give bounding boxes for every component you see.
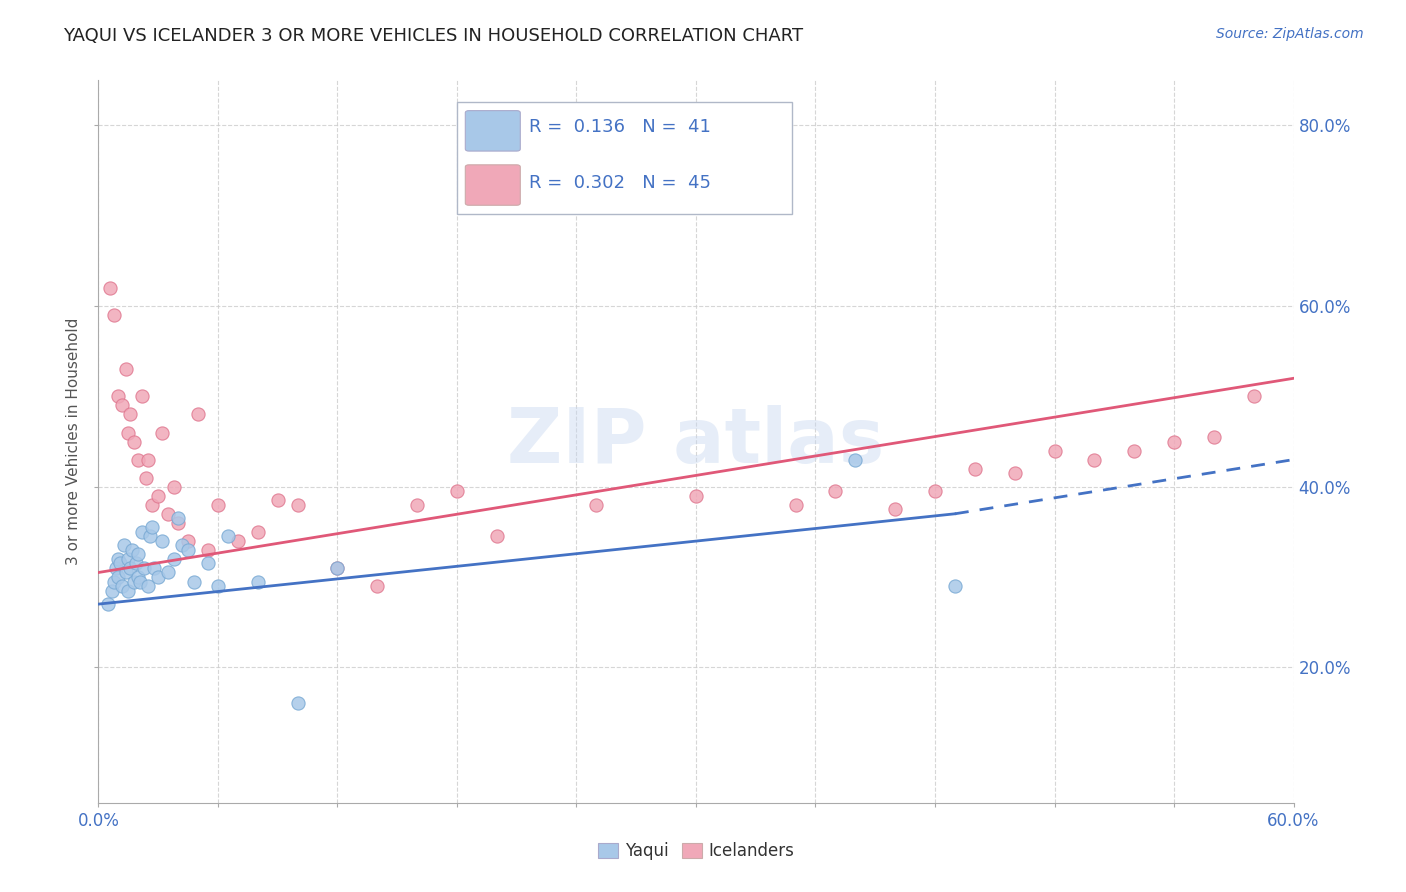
- Point: [103, 308, 125, 322]
- Text: Source: ZipAtlas.com: Source: ZipAtlas.com: [1216, 27, 1364, 41]
- Point: [167, 516, 190, 530]
- Point: [685, 489, 707, 503]
- Point: [117, 552, 139, 566]
- Point: [150, 533, 173, 548]
- Point: [1004, 466, 1026, 480]
- Point: [1123, 443, 1146, 458]
- Point: [217, 529, 239, 543]
- Point: [1083, 452, 1105, 467]
- Text: R =  0.302   N =  45: R = 0.302 N = 45: [529, 174, 710, 192]
- FancyBboxPatch shape: [465, 111, 520, 151]
- Point: [103, 574, 125, 589]
- Point: [207, 579, 229, 593]
- Point: [943, 579, 966, 593]
- Point: [124, 574, 146, 589]
- Y-axis label: 3 or more Vehicles in Household: 3 or more Vehicles in Household: [66, 318, 82, 566]
- Point: [131, 524, 153, 539]
- Point: [127, 452, 149, 467]
- Point: [226, 533, 249, 548]
- Point: [141, 498, 163, 512]
- Point: [97, 597, 120, 611]
- Point: [326, 561, 349, 575]
- Point: [187, 408, 209, 422]
- Point: [785, 498, 807, 512]
- Point: [141, 520, 163, 534]
- Point: [172, 538, 194, 552]
- Point: [117, 425, 139, 440]
- Point: [267, 493, 290, 508]
- Point: [183, 574, 205, 589]
- FancyBboxPatch shape: [457, 102, 792, 214]
- Point: [406, 498, 429, 512]
- Point: [150, 425, 173, 440]
- Point: [167, 511, 190, 525]
- Text: ZIP atlas: ZIP atlas: [508, 405, 884, 478]
- Point: [107, 552, 129, 566]
- Point: [446, 484, 468, 499]
- Point: [163, 552, 186, 566]
- Point: [485, 529, 508, 543]
- Point: [157, 566, 180, 580]
- Point: [197, 557, 219, 571]
- Point: [112, 538, 135, 552]
- Point: [121, 542, 143, 557]
- Point: [127, 570, 149, 584]
- Point: [115, 566, 138, 580]
- Point: [131, 389, 153, 403]
- Point: [1043, 443, 1066, 458]
- Point: [366, 579, 388, 593]
- Text: R =  0.136   N =  41: R = 0.136 N = 41: [529, 119, 710, 136]
- Point: [197, 542, 219, 557]
- Point: [287, 697, 309, 711]
- FancyBboxPatch shape: [465, 165, 520, 205]
- Point: [111, 398, 134, 412]
- Point: [101, 583, 124, 598]
- Legend: Yaqui, Icelanders: Yaqui, Icelanders: [591, 836, 801, 867]
- Point: [163, 480, 186, 494]
- Point: [98, 281, 122, 295]
- Point: [246, 524, 269, 539]
- Point: [824, 484, 846, 499]
- Point: [136, 452, 159, 467]
- Point: [120, 408, 142, 422]
- Point: [135, 471, 157, 485]
- Point: [136, 579, 159, 593]
- Point: [134, 561, 156, 575]
- Point: [177, 542, 200, 557]
- Point: [585, 498, 607, 512]
- Point: [117, 583, 139, 598]
- Point: [125, 557, 148, 571]
- Point: [1202, 430, 1225, 444]
- Point: [105, 561, 128, 575]
- Point: [177, 533, 200, 548]
- Point: [139, 529, 162, 543]
- Point: [107, 570, 129, 584]
- Point: [963, 461, 986, 475]
- Point: [207, 498, 229, 512]
- Point: [129, 574, 152, 589]
- Point: [1163, 434, 1185, 449]
- Point: [844, 452, 866, 467]
- Point: [148, 489, 170, 503]
- Point: [924, 484, 946, 499]
- Point: [148, 570, 170, 584]
- Point: [1243, 389, 1265, 403]
- Point: [157, 507, 180, 521]
- Point: [110, 557, 132, 571]
- Point: [124, 434, 146, 449]
- Point: [127, 548, 149, 562]
- Point: [120, 561, 142, 575]
- Text: YAQUI VS ICELANDER 3 OR MORE VEHICLES IN HOUSEHOLD CORRELATION CHART: YAQUI VS ICELANDER 3 OR MORE VEHICLES IN…: [63, 27, 803, 45]
- Point: [115, 362, 138, 376]
- Point: [107, 389, 129, 403]
- Point: [326, 561, 349, 575]
- Point: [884, 502, 907, 516]
- Point: [246, 574, 269, 589]
- Point: [287, 498, 309, 512]
- Point: [111, 579, 134, 593]
- Point: [143, 561, 166, 575]
